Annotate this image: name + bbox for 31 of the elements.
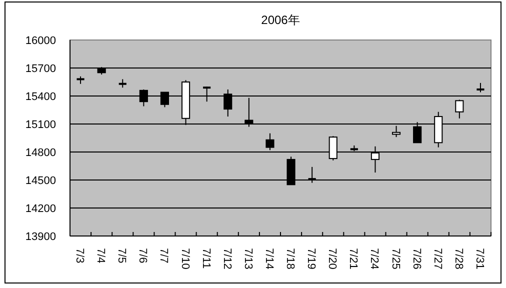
x-tick-label: 7/4 [94, 248, 107, 264]
title: 2006年 [261, 13, 300, 27]
y-tick-label: 16000 [25, 35, 56, 47]
x-tick-label: 7/10 [178, 248, 191, 270]
x-tick-label: 7/25 [389, 248, 402, 270]
candlestick [476, 82, 486, 93]
x-tick-label: 7/21 [347, 248, 360, 270]
x-tick-label: 7/7 [158, 248, 170, 264]
x-tick-label: 7/28 [452, 248, 464, 270]
x-tick-label: 7/27 [431, 248, 444, 270]
y-tick-label: 14200 [25, 203, 56, 215]
x-tick-label: 7/12 [220, 248, 233, 270]
x-tick-label: 7/5 [116, 248, 128, 264]
x-tick-label: 7/20 [326, 248, 338, 270]
x-tick-label: 7/14 [262, 248, 275, 270]
x-tick-label: 7/18 [284, 248, 296, 270]
y-tick-label: 14800 [25, 147, 56, 159]
x-tick-label: 7/3 [74, 248, 86, 264]
candlestick [455, 99, 464, 119]
y-tick-label: 14500 [25, 175, 56, 187]
y-tick-label: 15400 [25, 91, 56, 103]
x-tick-label: 7/13 [242, 248, 254, 270]
y-tick-label: 15700 [25, 63, 56, 75]
x-tick-label: 7/11 [200, 248, 212, 269]
x-tick-label: 7/6 [136, 248, 149, 264]
x-tick-label: 7/31 [473, 248, 486, 270]
y-tick-label: 13900 [25, 231, 56, 243]
y-tick-label: 15100 [25, 119, 56, 131]
x-tick-label: 7/24 [368, 248, 380, 270]
x-tick-label: 7/19 [305, 248, 318, 270]
x-tick-label: 7/26 [410, 248, 422, 270]
